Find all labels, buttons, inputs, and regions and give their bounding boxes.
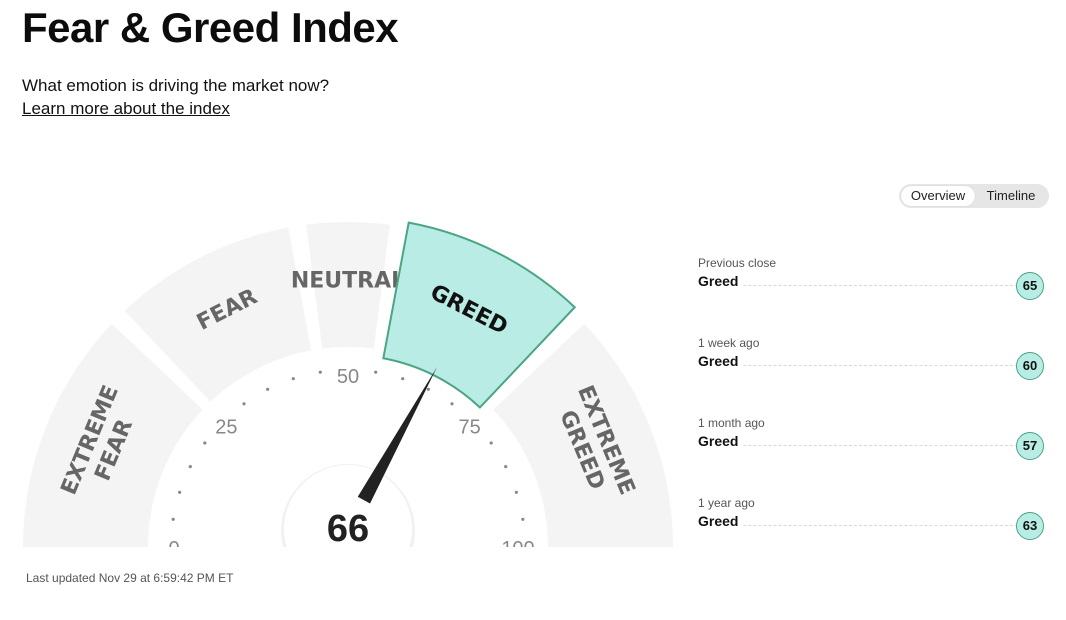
view-toggle: Overview Timeline bbox=[899, 184, 1049, 208]
page-title: Fear & Greed Index bbox=[22, 4, 399, 51]
tick-dot bbox=[374, 370, 378, 374]
history-rating: Greed bbox=[698, 433, 743, 449]
tick-dot bbox=[178, 490, 182, 494]
tick-dot bbox=[489, 441, 493, 445]
history-row: 1 month ago Greed 57 bbox=[698, 416, 1048, 460]
scale-label-25: 25 bbox=[215, 416, 237, 438]
history-value-badge: 63 bbox=[1016, 512, 1044, 540]
history-rating: Greed bbox=[698, 353, 743, 369]
tick-dot bbox=[242, 402, 246, 406]
segment-greed bbox=[382, 221, 577, 409]
segment-fear bbox=[124, 227, 312, 402]
scale-label-50: 50 bbox=[337, 366, 359, 388]
dotted-leader bbox=[698, 525, 1018, 526]
history-value-badge: 65 bbox=[1016, 272, 1044, 300]
history-period: Previous close bbox=[698, 256, 777, 270]
dotted-leader bbox=[698, 365, 1018, 366]
segment-neutral bbox=[306, 222, 390, 349]
timeline-tab[interactable]: Timeline bbox=[986, 188, 1036, 203]
tick-dot bbox=[521, 517, 525, 521]
tick-dot bbox=[266, 387, 270, 391]
tick-dot bbox=[203, 441, 207, 445]
scale-label-75: 75 bbox=[458, 416, 480, 438]
segment-extreme-greed bbox=[493, 323, 673, 547]
last-updated: Last updated Nov 29 at 6:59:42 PM ET bbox=[26, 571, 234, 585]
gauge-baseline bbox=[0, 547, 700, 570]
history-rating: Greed bbox=[698, 273, 743, 289]
history-row: 1 year ago Greed 63 bbox=[698, 496, 1048, 540]
tick-dot bbox=[426, 387, 430, 391]
dotted-leader bbox=[698, 285, 1018, 286]
history-period: 1 year ago bbox=[698, 496, 755, 510]
fear-greed-gauge: EXTREMEFEARFEARNEUTRALGREEDEXTREMEGREED0… bbox=[0, 221, 700, 570]
tick-dot bbox=[450, 402, 454, 406]
history-row: 1 week ago Greed 60 bbox=[698, 336, 1048, 380]
segment-extreme-fear bbox=[23, 323, 203, 547]
history-value-badge: 57 bbox=[1016, 432, 1044, 460]
history-period: 1 week ago bbox=[698, 336, 760, 350]
tick-dot bbox=[504, 465, 508, 469]
learn-more-link[interactable]: Learn more about the index bbox=[22, 99, 230, 118]
history-row: Previous close Greed 65 bbox=[698, 256, 1048, 300]
segment-neutral-label: NEUTRAL bbox=[291, 269, 405, 294]
tick-dot bbox=[171, 517, 175, 521]
overview-tab[interactable]: Overview bbox=[901, 186, 975, 206]
page-subtitle: What emotion is driving the market now? bbox=[22, 76, 330, 95]
tick-dot bbox=[401, 377, 405, 381]
needle-hub bbox=[284, 465, 412, 570]
gauge-value: 66 bbox=[327, 508, 369, 550]
gauge-needle bbox=[357, 366, 438, 504]
tick-dot bbox=[318, 370, 322, 374]
history-value-badge: 60 bbox=[1016, 352, 1044, 380]
tick-dot bbox=[514, 490, 518, 494]
tick-dot bbox=[291, 377, 295, 381]
tick-dot bbox=[188, 465, 192, 469]
history-rating: Greed bbox=[698, 513, 743, 529]
history-period: 1 month ago bbox=[698, 416, 765, 430]
dotted-leader bbox=[698, 445, 1018, 446]
